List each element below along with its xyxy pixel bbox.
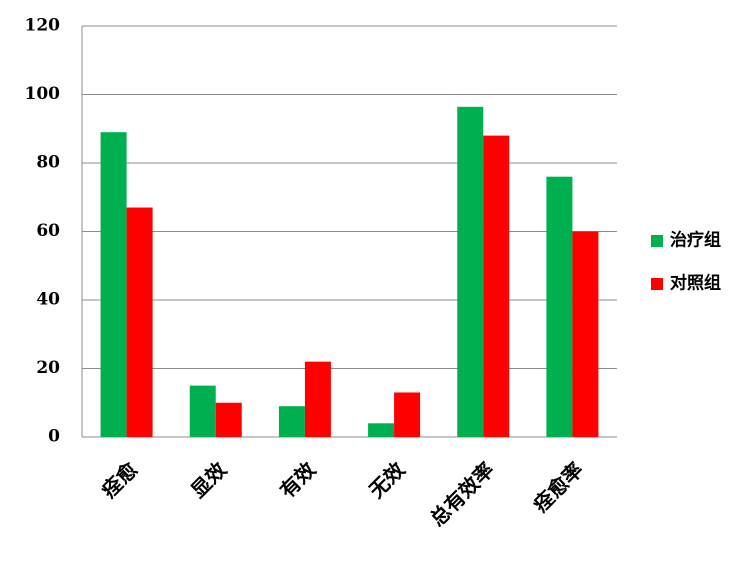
bar xyxy=(368,423,395,437)
x-tick-label: 总有效率 xyxy=(425,457,499,531)
x-tick-label: 显效 xyxy=(186,457,231,502)
bar xyxy=(304,361,331,437)
bar xyxy=(189,385,216,437)
x-tick-label: 无效 xyxy=(364,457,409,502)
bar xyxy=(483,135,510,437)
legend-label: 治疗组 xyxy=(670,230,721,251)
x-tick-label: 痊愈 xyxy=(97,457,143,503)
y-tick-label: 0 xyxy=(48,427,60,447)
y-tick-label: 40 xyxy=(36,290,60,310)
y-tick-label: 80 xyxy=(36,153,60,173)
bar xyxy=(394,392,421,437)
legend-swatch xyxy=(651,278,663,290)
bar xyxy=(215,402,242,437)
legend-label: 对照组 xyxy=(670,273,721,294)
x-tick-label: 有效 xyxy=(275,457,320,502)
x-tick-label: 痊愈率 xyxy=(528,457,587,516)
y-tick-label: 60 xyxy=(36,221,60,241)
bar xyxy=(546,176,573,437)
bar xyxy=(278,406,305,437)
bar xyxy=(126,207,153,437)
bar xyxy=(100,132,127,438)
legend-swatch xyxy=(651,235,663,247)
y-tick-label: 120 xyxy=(25,16,61,36)
bar xyxy=(572,231,599,437)
y-tick-label: 100 xyxy=(25,84,61,104)
y-tick-label: 20 xyxy=(36,358,60,378)
bar xyxy=(457,106,484,437)
